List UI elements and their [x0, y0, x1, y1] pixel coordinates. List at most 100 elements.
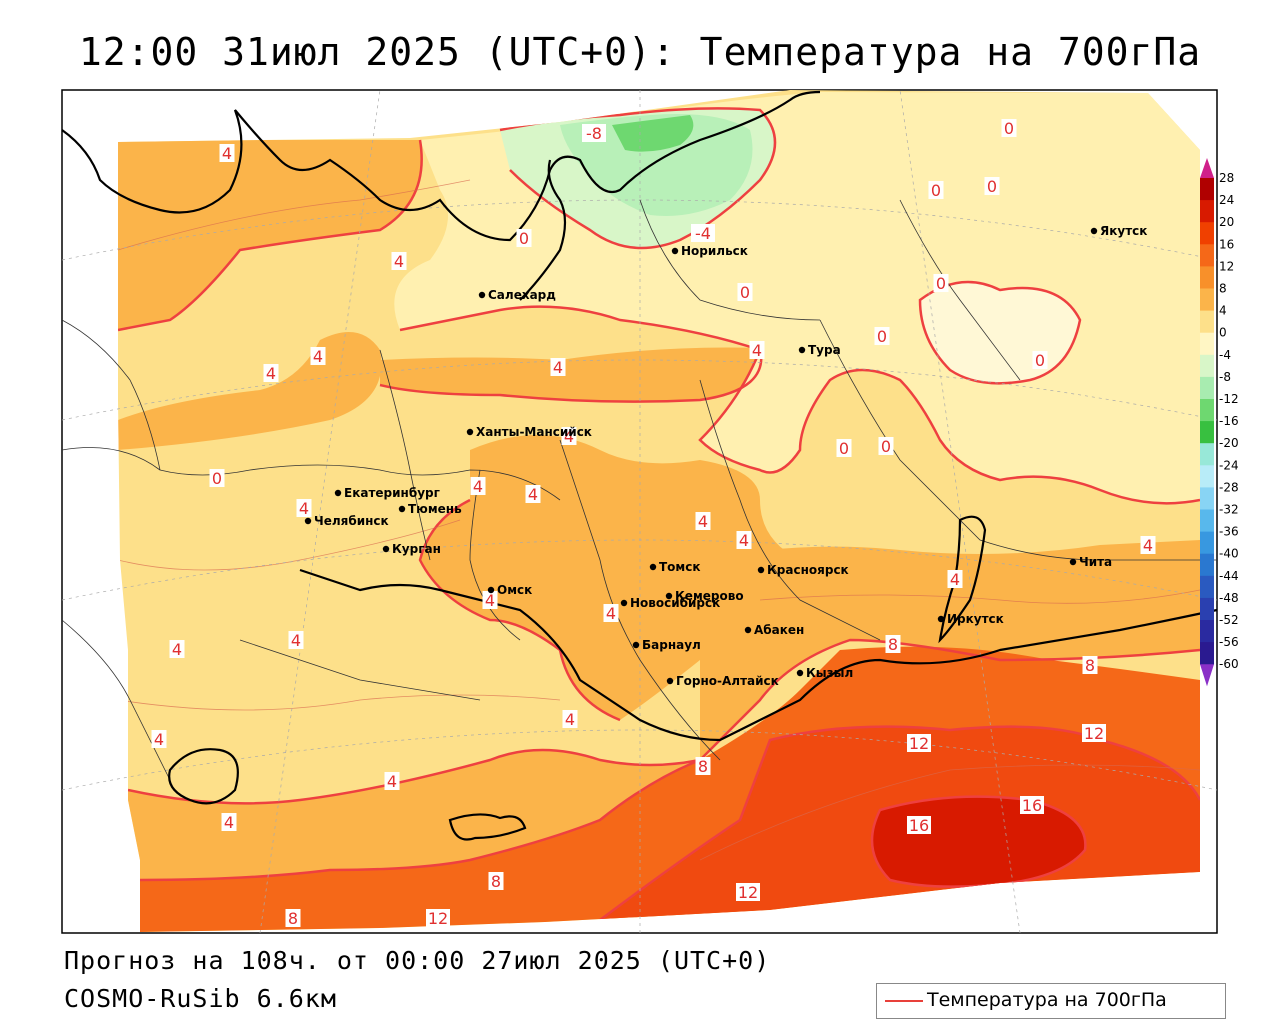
isotherm-12: [599, 725, 1200, 922]
isotherm-label-box: [384, 772, 400, 790]
isotherm-label: 0: [519, 229, 529, 248]
colorbar-tick-label: -36: [1219, 525, 1239, 539]
city-marker[interactable]: Томск: [649, 560, 701, 574]
city-dot: [632, 641, 640, 649]
city-label: Кемерово: [675, 589, 744, 603]
isotherm-label-box: [1001, 119, 1017, 137]
isotherm-label: 8: [288, 909, 298, 928]
isotherm-label-box: [550, 358, 566, 376]
city-dot: [937, 615, 945, 623]
isotherm-label-box: [907, 734, 931, 752]
city-label: Чита: [1079, 555, 1112, 569]
city-marker[interactable]: Екатеринбург: [334, 486, 440, 500]
isotherm-label: 0: [936, 274, 946, 293]
city-dot: [649, 563, 657, 571]
isotherm-8-sw: [139, 758, 701, 882]
isotherm-label-box: [169, 640, 185, 658]
colorbar-swatch: [1200, 178, 1214, 201]
isotherm-label-box: [1032, 351, 1048, 369]
isotherm-label-box: [691, 224, 715, 242]
city-marker[interactable]: Иркутск: [937, 612, 1004, 626]
isotherm-label: 16: [1022, 796, 1042, 815]
isotherm-0: [399, 305, 1200, 505]
city-marker[interactable]: Омск: [487, 583, 532, 597]
city-marker[interactable]: Якутск: [1090, 224, 1148, 238]
city-dot: [334, 489, 342, 497]
colorbar-swatch: [1200, 376, 1214, 400]
isotherm-label-box: [737, 283, 753, 301]
legend-line-swatch: [885, 1000, 923, 1002]
colorbar-swatch: [1200, 288, 1214, 312]
colorbar-tick-label: -56: [1219, 635, 1239, 649]
colorbar-tick-label: 24: [1219, 193, 1234, 207]
city-marker[interactable]: Барнаул: [632, 638, 701, 652]
city-dot: [757, 566, 765, 574]
city-marker[interactable]: Кемерово: [665, 589, 744, 603]
isotherm-label: 0: [212, 469, 222, 488]
city-marker[interactable]: Красноярск: [757, 563, 849, 577]
city-marker[interactable]: Салехард: [478, 288, 556, 302]
isotherm-label-box: [470, 477, 486, 495]
colorbar-swatch: [1200, 642, 1214, 665]
city-label: Тура: [808, 343, 841, 357]
city-label: Ханты-Мансийск: [476, 425, 592, 439]
temperature-field: [118, 90, 1200, 932]
isotherm-label: 0: [839, 439, 849, 458]
city-marker[interactable]: Челябинск: [304, 514, 389, 528]
isotherm-label: 16: [909, 816, 929, 835]
city-marker[interactable]: Новосибирск: [620, 596, 720, 610]
colorbar-tick-label: 12: [1219, 259, 1234, 273]
isotherm-label-box: [885, 635, 901, 653]
colorbar-tick-label: 0: [1219, 326, 1227, 340]
isotherm-label: 4: [606, 604, 616, 623]
colorbar-tick-label: -52: [1219, 613, 1239, 627]
isotherm-label-box: [1140, 536, 1156, 554]
colorbar-swatch: [1200, 597, 1214, 621]
isotherm-label: 4: [485, 591, 495, 610]
city-marker[interactable]: Абакен: [744, 623, 805, 637]
isotherm-label: 0: [1035, 351, 1045, 370]
city-marker[interactable]: Ханты-Мансийск: [466, 425, 592, 439]
colorbar-swatch: [1200, 509, 1214, 533]
colorbar-tick-label: -8: [1219, 370, 1231, 384]
city-marker[interactable]: Кызыл: [796, 666, 853, 680]
isotherm-4-west: [418, 498, 621, 722]
isotherm-minus4: [499, 107, 777, 250]
isotherm-label: 4: [553, 358, 563, 377]
colorbar-swatch: [1200, 332, 1214, 356]
minor-isotherms: [118, 179, 1200, 861]
isotherm-label: 4: [291, 631, 301, 650]
city-label: Барнаул: [642, 638, 701, 652]
isotherm-label-box: [933, 274, 949, 292]
city-marker[interactable]: Горно-Алтайск: [666, 674, 779, 688]
colorbar-swatch: [1200, 399, 1214, 422]
isotherm-label: 12: [428, 909, 448, 928]
city-marker[interactable]: Тура: [798, 343, 841, 357]
city-marker[interactable]: Тюмень: [398, 502, 462, 516]
colorbar-tick-label: -24: [1219, 458, 1239, 472]
colorbar-swatch: [1200, 620, 1214, 643]
isotherm-label-box: [310, 347, 326, 365]
colorbar-tick-label: 4: [1219, 304, 1227, 318]
isotherm-label-box: [296, 499, 312, 517]
isotherm-label: 0: [877, 327, 887, 346]
isotherm-4-band: [379, 347, 763, 403]
isotherm-label: 0: [881, 437, 891, 456]
colorbar-tick-label: 28: [1219, 171, 1234, 185]
isotherms: [118, 107, 1200, 922]
isotherm-label: 8: [698, 757, 708, 776]
colorbar-swatch: [1200, 200, 1214, 223]
isotherm-label: 4: [564, 427, 574, 446]
isotherm-label: 4: [224, 813, 234, 832]
city-marker[interactable]: Курган: [382, 542, 441, 556]
colorbar-swatch: [1200, 266, 1214, 289]
city-marker[interactable]: Норильск: [671, 244, 748, 258]
city-marker[interactable]: Чита: [1069, 555, 1112, 569]
city-dot: [671, 247, 679, 255]
legend-label: Температура на 700гПа: [927, 989, 1167, 1011]
isotherm-label: 4: [154, 730, 164, 749]
colorbar-swatch: [1200, 421, 1214, 444]
colorbar-tick-label: -44: [1219, 569, 1239, 583]
colorbar-bottom-arrow: [1200, 664, 1214, 687]
